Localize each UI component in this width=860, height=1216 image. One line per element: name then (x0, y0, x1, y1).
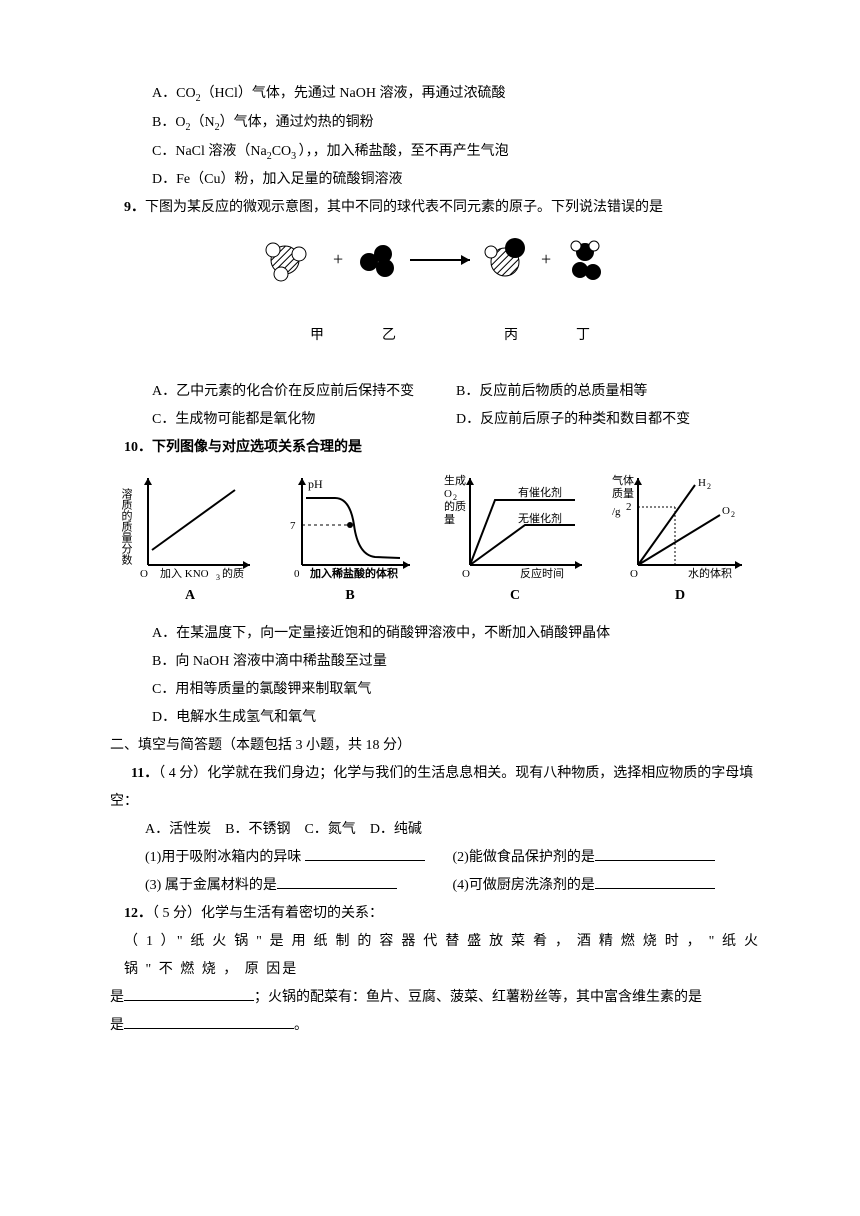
svg-text:3: 3 (216, 573, 220, 580)
svg-text:O: O (140, 568, 148, 580)
blank-input[interactable] (124, 1014, 294, 1029)
q9-option-a: A．乙中元素的化合价在反应前后保持不变 (152, 378, 456, 406)
svg-text:7: 7 (290, 520, 296, 532)
svg-text:气体: 气体 (612, 473, 634, 487)
svg-text:有催化剂: 有催化剂 (518, 485, 562, 499)
svg-text:加入稀盐酸的体积: 加入稀盐酸的体积 (309, 566, 398, 580)
blank-input[interactable] (595, 846, 715, 861)
svg-text:O: O (444, 488, 452, 500)
q10-charts: 溶质的质量分数 O 加入 KNO 3 的质 A pH 7 0 加入稀盐酸的体积 B (110, 470, 760, 610)
q9-label-b: 乙 (382, 322, 396, 350)
svg-text:反应时间: 反应时间 (520, 566, 564, 580)
blank-input[interactable] (124, 986, 254, 1001)
svg-text:2: 2 (731, 510, 735, 519)
svg-text:H: H (698, 477, 706, 489)
blank-input[interactable] (595, 874, 715, 889)
svg-text:O: O (722, 505, 730, 517)
chart-c-label: C (440, 582, 590, 610)
q11-blank-1: (1)用于吸附冰箱内的异味 (145, 844, 453, 872)
q8-option-c: C．NaCl 溶液（Na2CO3 ），，加入稀盐酸，至不再产生气泡 (110, 138, 760, 167)
q12-p1c: 是。 (110, 1012, 760, 1040)
svg-text:0: 0 (294, 568, 300, 580)
chart-d-label: D (610, 582, 750, 610)
q9-option-b: B．反应前后物质的总质量相等 (456, 378, 760, 406)
svg-text:量: 量 (444, 513, 455, 526)
q11-blank-4: (4)可做厨房洗涤剂的是 (453, 872, 761, 900)
q12-stem: 12．（ 5 分）化学与生活有着密切的关系： (110, 900, 760, 928)
q10-option-b: B．向 NaOH 溶液中滴中稀盐酸至过量 (110, 648, 760, 676)
q8-option-d: D．Fe（Cu）粉，加入足量的硫酸铜溶液 (110, 166, 760, 194)
q12-p1b: 是；火锅的配菜有：鱼片、豆腐、菠菜、红薯粉丝等，其中富含维生素的是 (110, 984, 760, 1012)
svg-text:2: 2 (626, 501, 632, 513)
svg-text:质量: 质量 (612, 487, 634, 500)
section2-heading: 二、填空与简答题（本题包括 3 小题，共 18 分） (110, 732, 760, 760)
svg-text:+: + (541, 249, 551, 269)
q10-option-a: A．在某温度下，向一定量接近饱和的硝酸钾溶液中，不断加入硝酸钾晶体 (110, 620, 760, 648)
svg-text:pH: pH (308, 477, 323, 491)
chart-a-label: A (120, 582, 260, 610)
blank-input[interactable] (305, 846, 425, 861)
svg-text:加入 KNO: 加入 KNO (160, 567, 209, 580)
svg-text:O: O (462, 568, 470, 580)
q9-label-d: 丁 (576, 322, 590, 350)
svg-text:溶质的质量分数: 溶质的质量分数 (120, 487, 133, 566)
q8-option-b: B．O2（N2）气体，通过灼热的铜粉 (110, 109, 760, 138)
svg-text:水的体积: 水的体积 (688, 566, 732, 580)
svg-text:的质: 的质 (222, 566, 244, 580)
svg-text:/g: /g (612, 506, 621, 518)
svg-text:O: O (630, 568, 638, 580)
q11-options: A．活性炭 B．不锈钢 C．氮气 D．纯碱 (110, 816, 760, 844)
q10-option-c: C．用相等质量的氯酸钾来制取氧气 (110, 676, 760, 704)
q10-option-d: D．电解水生成氢气和氧气 (110, 704, 760, 732)
q9-diagram: + + 甲 乙 丙 丁 (110, 230, 760, 350)
q11-stem: 11．（ 4 分）化学就在我们身边；化学与我们的生活息息相关。现有八种物质，选择… (110, 760, 760, 816)
q9-option-d: D．反应前后原子的种类和数目都不变 (456, 406, 760, 434)
svg-text:无催化剂: 无催化剂 (518, 511, 562, 525)
chart-b-label: B (280, 582, 420, 610)
q8-option-a: A．CO2（HCl）气体，先通过 NaOH 溶液，再通过浓硫酸 (110, 80, 760, 109)
q12-p1: （ 1 ）" 纸 火 锅 " 是 用 纸 制 的 容 器 代 替 盛 放 菜 肴… (110, 928, 760, 984)
q11-blank-2: (2)能做食品保护剂的是 (453, 844, 761, 872)
svg-text:2: 2 (707, 482, 711, 491)
q11-blank-3: (3) 属于金属材料的是 (145, 872, 453, 900)
blank-input[interactable] (277, 874, 397, 889)
svg-text:生成: 生成 (444, 473, 466, 487)
svg-text:+: + (333, 249, 343, 269)
q10-stem: 10．下列图像与对应选项关系合理的是 (110, 434, 760, 462)
q9-stem: 9．下图为某反应的微观示意图，其中不同的球代表不同元素的原子。下列说法错误的是 (110, 194, 760, 222)
q9-label-a: 甲 (310, 322, 324, 350)
q9-label-c: 丙 (504, 322, 518, 350)
svg-text:的质: 的质 (444, 499, 466, 513)
q9-option-c: C．生成物可能都是氧化物 (152, 406, 456, 434)
